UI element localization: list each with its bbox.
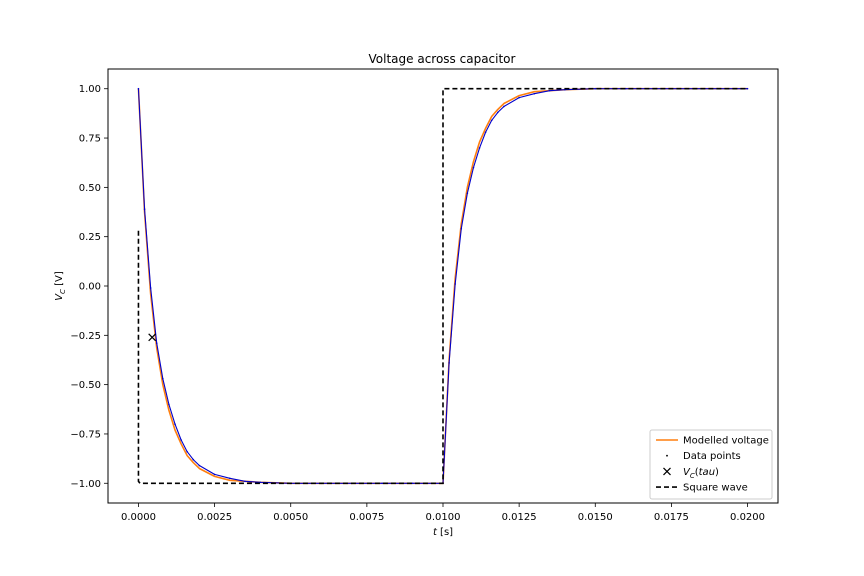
y-tick-label: −1.00 <box>70 479 101 490</box>
data-point <box>162 377 164 380</box>
data-point <box>746 87 749 90</box>
data-point <box>143 208 146 210</box>
tau-marker-stroke <box>148 333 157 342</box>
data-point <box>497 111 499 114</box>
y-tick-label: −0.50 <box>70 380 101 391</box>
chart-title: Voltage across capacitor <box>369 52 516 66</box>
y-tick-label: 0.50 <box>79 183 101 194</box>
data-point <box>466 192 469 195</box>
y-tick-label: 0.75 <box>79 134 101 145</box>
data-point <box>460 227 463 230</box>
x-tick-label: 0.0200 <box>730 512 765 523</box>
y-tick-label: 0.25 <box>79 232 101 243</box>
series-square-wave-line <box>137 87 748 485</box>
data-point <box>518 96 520 99</box>
legend-handle-tau <box>663 467 671 476</box>
x-tick-label: 0.0050 <box>273 512 308 523</box>
data-point <box>503 105 505 108</box>
x-tick-label: 0.0025 <box>197 512 232 523</box>
x-tick-label: 0.0150 <box>578 512 613 523</box>
x-tick-label: 0.0125 <box>502 512 537 523</box>
legend-label-modelled-voltage: Modelled voltage <box>683 436 769 447</box>
data-point <box>454 283 456 285</box>
x-tick-label: 0.0075 <box>349 512 384 523</box>
tau-marker <box>148 333 157 342</box>
x-axis-label: t [s] <box>433 527 453 538</box>
x-tick-label: 0.0000 <box>121 512 156 523</box>
data-point <box>174 423 176 425</box>
data-point <box>533 92 536 95</box>
data-point <box>478 147 481 149</box>
data-point <box>472 166 475 169</box>
data-point <box>484 131 487 133</box>
y-axis-label: VC [V] <box>54 271 67 301</box>
data-point <box>411 482 414 485</box>
x-tick-label: 0.0100 <box>426 512 461 523</box>
data-point <box>244 480 246 483</box>
x-axis: 0.0000 0.0025 0.0050 0.0075 0.0100 0.0125 0.01… <box>121 503 765 523</box>
y-tick-label: −0.75 <box>70 429 101 440</box>
data-point <box>155 342 158 345</box>
data-point <box>198 464 201 467</box>
data-point <box>180 439 182 441</box>
y-tick-label: 1.00 <box>79 84 101 95</box>
data-point <box>594 87 597 90</box>
legend-label-v-c-tau: VC(tau) <box>683 467 719 480</box>
data-point <box>192 458 195 461</box>
data-point <box>448 362 450 364</box>
x-tick-label: 0.0175 <box>654 512 689 523</box>
y-tick-label: 0.00 <box>79 282 101 293</box>
data-point <box>213 473 216 476</box>
legend-box <box>649 429 773 500</box>
legend: Modelled voltage Data points VC(tau) Square… <box>649 429 773 500</box>
legend-label-data-points: Data points <box>683 451 741 462</box>
data-point <box>490 119 493 122</box>
data-point <box>137 87 140 90</box>
legend-marker-stroke <box>663 467 671 476</box>
data-point <box>548 89 551 92</box>
data-point <box>381 482 383 485</box>
data-point <box>186 450 188 453</box>
data-point <box>229 477 231 480</box>
data-point <box>149 287 152 289</box>
legend-label-square-wave: Square wave <box>683 483 748 494</box>
legend-handle-data-points <box>666 454 668 457</box>
y-tick-label: −0.25 <box>70 331 101 342</box>
data-point <box>168 403 170 406</box>
series-layer <box>137 87 749 485</box>
y-axis: −1.00 −0.75 −0.50 −0.25 0.00 0.25 0.50 0.75 1.00 <box>70 84 108 490</box>
